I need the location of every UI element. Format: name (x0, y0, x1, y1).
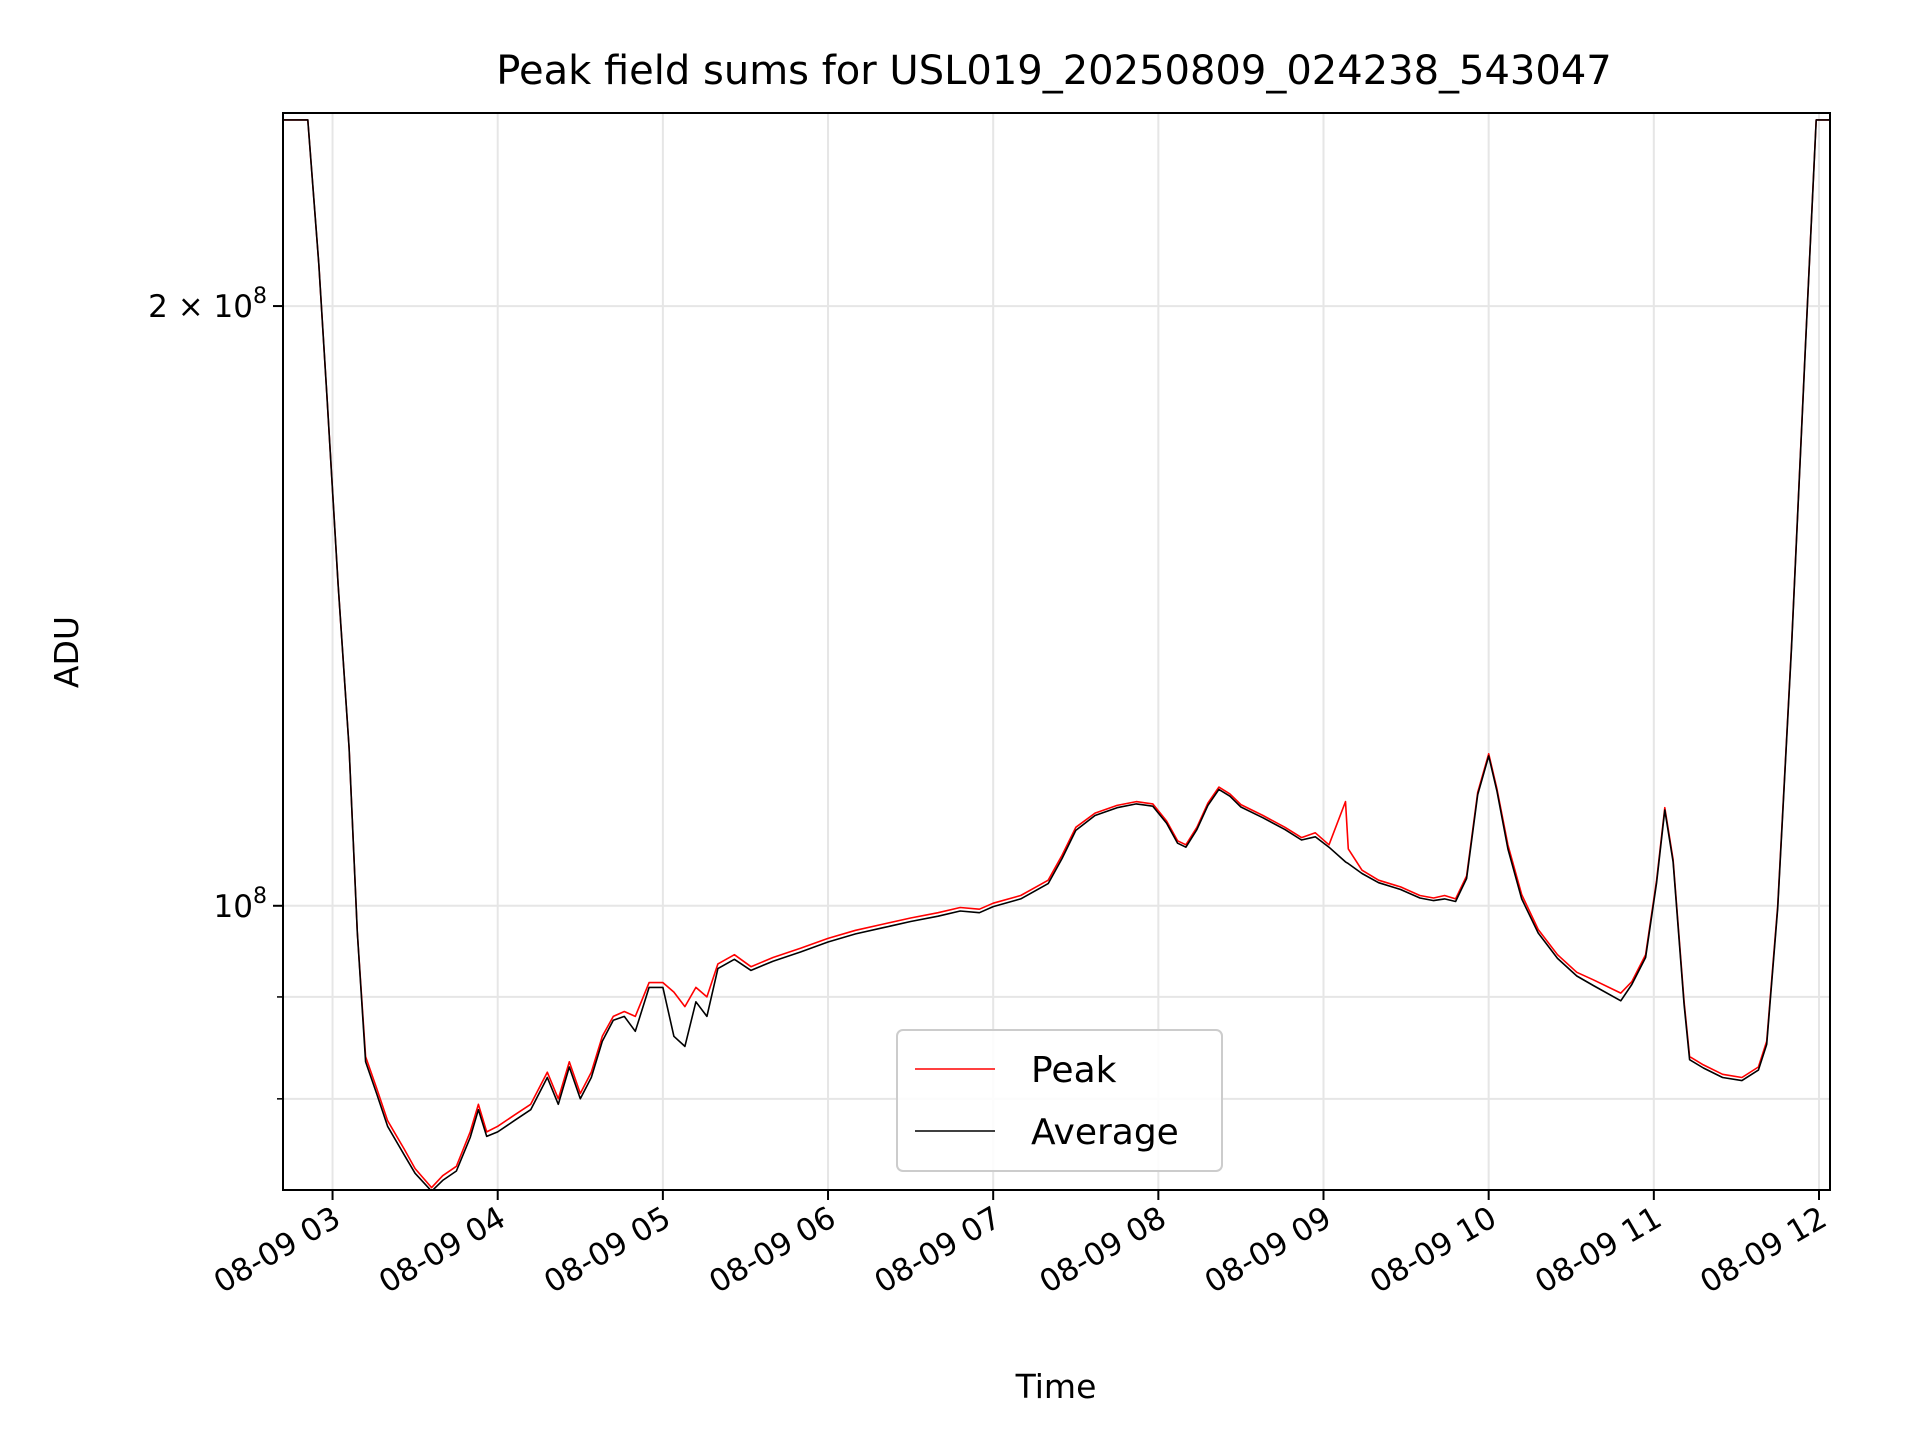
legend-box (896, 1029, 1223, 1172)
grid (283, 113, 1830, 1190)
series-line-peak (283, 119, 1830, 1189)
y-tick-label: 2 × 108 (148, 284, 267, 325)
series-line-average (283, 119, 1830, 1190)
legend-label-average: Average (1031, 1112, 1179, 1153)
chart-title: Peak field sums for USL019_20250809_0242… (496, 48, 1611, 94)
y-tick-label: 108 (214, 884, 267, 925)
y-axis-label: ADU (47, 616, 86, 688)
legend-label-peak: Peak (1031, 1050, 1117, 1091)
plot-frame (282, 112, 1831, 1191)
series-layer (283, 119, 1830, 1190)
y-axis: 2 × 108 108 (148, 284, 283, 1100)
x-axis-label: Time (1015, 1367, 1097, 1406)
legend: Peak Average (896, 1029, 1223, 1172)
